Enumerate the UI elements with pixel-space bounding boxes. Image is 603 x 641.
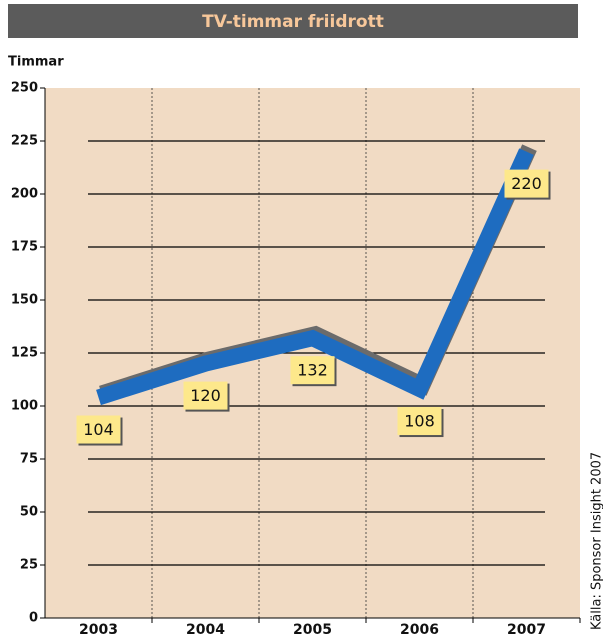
data-label: 220 [511, 174, 542, 193]
y-tick-label: 250 [11, 81, 38, 96]
data-label: 108 [404, 412, 435, 431]
y-axis-label: Timmar [8, 55, 64, 70]
chart-title: TV-timmar friidrott [202, 12, 384, 32]
data-label: 104 [83, 420, 114, 439]
y-tick-label: 175 [11, 240, 38, 255]
y-tick-label: 125 [11, 346, 38, 361]
x-tick-label: 2004 [186, 622, 225, 637]
y-tick-label: 50 [20, 505, 38, 520]
x-tick-label: 2003 [79, 622, 118, 637]
y-tick-label: 25 [20, 558, 38, 573]
y-tick-label: 150 [11, 293, 38, 308]
source: Källa: Sponsor Insight 2007 [590, 452, 603, 630]
y-tick-label: 75 [20, 452, 38, 467]
y-tick-label: 225 [11, 134, 38, 149]
y-tick-label: 200 [11, 187, 38, 202]
x-tick-label: 2007 [507, 622, 546, 637]
x-tick-label: 2005 [293, 622, 332, 637]
x-tick-label: 2006 [400, 622, 439, 637]
y-tick-label: 0 [29, 611, 38, 626]
data-label: 132 [297, 361, 328, 380]
data-label: 120 [190, 386, 221, 405]
y-tick-label: 100 [11, 399, 38, 414]
